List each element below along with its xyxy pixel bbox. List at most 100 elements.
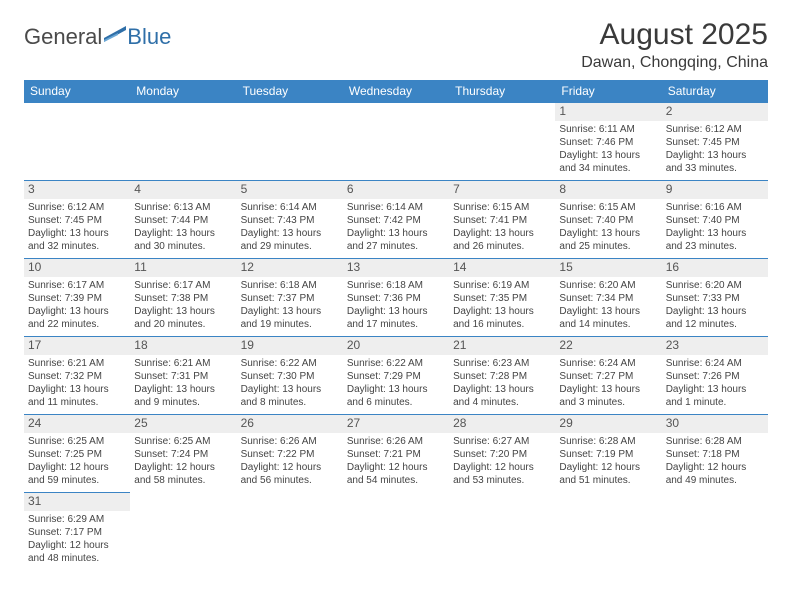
sunset-line: Sunset: 7:35 PM: [453, 292, 551, 305]
calendar-day-cell: 26 Sunrise: 6:26 AMSunset: 7:22 PMDayligh…: [237, 415, 343, 493]
sunrise-line: Sunrise: 6:26 AM: [241, 435, 339, 448]
day-number: 3: [24, 181, 130, 199]
sunset-line: Sunset: 7:31 PM: [134, 370, 232, 383]
calendar-day-cell: 31Sunrise: 6:29 AMSunset: 7:17 PMDayligh…: [24, 493, 130, 571]
daylight-line: Daylight: 13 hours and 23 minutes.: [666, 227, 764, 253]
calendar-week-row: 17Sunrise: 6:21 AMSunset: 7:32 PMDayligh…: [24, 337, 768, 415]
sunset-line: Sunset: 7:43 PM: [241, 214, 339, 227]
sunset-line: Sunset: 7:44 PM: [134, 214, 232, 227]
calendar-day-cell: 8Sunrise: 6:15 AMSunset: 7:40 PMDaylight…: [555, 181, 661, 259]
sunrise-line: Sunrise: 6:16 AM: [666, 201, 764, 214]
calendar-empty-cell: [237, 493, 343, 571]
day-number: 14: [449, 259, 555, 277]
day-of-week-header: Saturday: [662, 80, 768, 103]
calendar-day-cell: 24Sunrise: 6:25 AMSunset: 7:25 PMDayligh…: [24, 415, 130, 493]
calendar-week-row: 10Sunrise: 6:17 AMSunset: 7:39 PMDayligh…: [24, 259, 768, 337]
day-number: 27: [343, 415, 449, 433]
daylight-line: Daylight: 13 hours and 9 minutes.: [134, 383, 232, 409]
daylight-line: Daylight: 13 hours and 12 minutes.: [666, 305, 764, 331]
daylight-line: Daylight: 13 hours and 11 minutes.: [28, 383, 126, 409]
daylight-line: Daylight: 13 hours and 4 minutes.: [453, 383, 551, 409]
sunrise-line: Sunrise: 6:20 AM: [666, 279, 764, 292]
calendar-empty-cell: [343, 493, 449, 571]
month-title: August 2025: [581, 18, 768, 52]
day-number: 22: [555, 337, 661, 355]
sunrise-line: Sunrise: 6:18 AM: [241, 279, 339, 292]
daylight-line: Daylight: 13 hours and 19 minutes.: [241, 305, 339, 331]
calendar-empty-cell: [130, 103, 236, 181]
sunset-line: Sunset: 7:22 PM: [241, 448, 339, 461]
daylight-line: Daylight: 13 hours and 29 minutes.: [241, 227, 339, 253]
calendar-week-row: 1Sunrise: 6:11 AMSunset: 7:46 PMDaylight…: [24, 103, 768, 181]
flag-icon: [104, 22, 126, 48]
sunset-line: Sunset: 7:40 PM: [666, 214, 764, 227]
calendar-empty-cell: [449, 493, 555, 571]
calendar-empty-cell: [662, 493, 768, 571]
sunset-line: Sunset: 7:36 PM: [347, 292, 445, 305]
day-number: 26: [237, 415, 343, 433]
daylight-line: Daylight: 12 hours and 48 minutes.: [28, 539, 126, 565]
sunset-line: Sunset: 7:28 PM: [453, 370, 551, 383]
day-number: 6: [343, 181, 449, 199]
sunset-line: Sunset: 7:30 PM: [241, 370, 339, 383]
sunset-line: Sunset: 7:39 PM: [28, 292, 126, 305]
calendar-body: 1Sunrise: 6:11 AMSunset: 7:46 PMDaylight…: [24, 103, 768, 571]
sunrise-line: Sunrise: 6:14 AM: [241, 201, 339, 214]
day-number: 2: [662, 103, 768, 121]
sunrise-line: Sunrise: 6:14 AM: [347, 201, 445, 214]
sunrise-line: Sunrise: 6:22 AM: [347, 357, 445, 370]
daylight-line: Daylight: 13 hours and 30 minutes.: [134, 227, 232, 253]
calendar-empty-cell: [449, 103, 555, 181]
day-of-week-header: Tuesday: [237, 80, 343, 103]
day-number: 10: [24, 259, 130, 277]
sunset-line: Sunset: 7:19 PM: [559, 448, 657, 461]
daylight-line: Daylight: 13 hours and 16 minutes.: [453, 305, 551, 331]
day-number: 19: [237, 337, 343, 355]
daylight-line: Daylight: 13 hours and 14 minutes.: [559, 305, 657, 331]
calendar-day-cell: 28Sunrise: 6:27 AMSunset: 7:20 PMDayligh…: [449, 415, 555, 493]
calendar-empty-cell: [130, 493, 236, 571]
calendar-empty-cell: [555, 493, 661, 571]
sunrise-line: Sunrise: 6:18 AM: [347, 279, 445, 292]
day-number: 23: [662, 337, 768, 355]
sunrise-line: Sunrise: 6:15 AM: [559, 201, 657, 214]
calendar-day-cell: 14Sunrise: 6:19 AMSunset: 7:35 PMDayligh…: [449, 259, 555, 337]
calendar-header-row: SundayMondayTuesdayWednesdayThursdayFrid…: [24, 80, 768, 103]
calendar-day-cell: 11Sunrise: 6:17 AMSunset: 7:38 PMDayligh…: [130, 259, 236, 337]
calendar-day-cell: 13Sunrise: 6:18 AMSunset: 7:36 PMDayligh…: [343, 259, 449, 337]
sunset-line: Sunset: 7:34 PM: [559, 292, 657, 305]
daylight-line: Daylight: 12 hours and 56 minutes.: [241, 461, 339, 487]
sunset-line: Sunset: 7:45 PM: [28, 214, 126, 227]
title-block: August 2025 Dawan, Chongqing, China: [581, 18, 768, 72]
calendar-day-cell: 16Sunrise: 6:20 AMSunset: 7:33 PMDayligh…: [662, 259, 768, 337]
calendar-week-row: 31Sunrise: 6:29 AMSunset: 7:17 PMDayligh…: [24, 493, 768, 571]
sunrise-line: Sunrise: 6:25 AM: [134, 435, 232, 448]
calendar-day-cell: 5 Sunrise: 6:14 AMSunset: 7:43 PMDaylight…: [237, 181, 343, 259]
brand-part2: Blue: [127, 24, 171, 50]
sunset-line: Sunset: 7:38 PM: [134, 292, 232, 305]
calendar-day-cell: 10Sunrise: 6:17 AMSunset: 7:39 PMDayligh…: [24, 259, 130, 337]
sunset-line: Sunset: 7:41 PM: [453, 214, 551, 227]
sunrise-line: Sunrise: 6:20 AM: [559, 279, 657, 292]
daylight-line: Daylight: 12 hours and 53 minutes.: [453, 461, 551, 487]
sunrise-line: Sunrise: 6:27 AM: [453, 435, 551, 448]
calendar-day-cell: 27Sunrise: 6:26 AMSunset: 7:21 PMDayligh…: [343, 415, 449, 493]
daylight-line: Daylight: 13 hours and 26 minutes.: [453, 227, 551, 253]
day-of-week-header: Thursday: [449, 80, 555, 103]
sunset-line: Sunset: 7:32 PM: [28, 370, 126, 383]
calendar-day-cell: 30Sunrise: 6:28 AMSunset: 7:18 PMDayligh…: [662, 415, 768, 493]
sunrise-line: Sunrise: 6:28 AM: [559, 435, 657, 448]
day-number: 5: [237, 181, 343, 199]
sunset-line: Sunset: 7:21 PM: [347, 448, 445, 461]
calendar-day-cell: 3Sunrise: 6:12 AMSunset: 7:45 PMDaylight…: [24, 181, 130, 259]
calendar-day-cell: 2Sunrise: 6:12 AMSunset: 7:45 PMDaylight…: [662, 103, 768, 181]
calendar-day-cell: 9 Sunrise: 6:16 AMSunset: 7:40 PMDaylight…: [662, 181, 768, 259]
calendar-empty-cell: [24, 103, 130, 181]
calendar-day-cell: 4Sunrise: 6:13 AMSunset: 7:44 PMDaylight…: [130, 181, 236, 259]
calendar-day-cell: 17Sunrise: 6:21 AMSunset: 7:32 PMDayligh…: [24, 337, 130, 415]
sunset-line: Sunset: 7:45 PM: [666, 136, 764, 149]
sunrise-line: Sunrise: 6:21 AM: [134, 357, 232, 370]
day-of-week-header: Monday: [130, 80, 236, 103]
daylight-line: Daylight: 13 hours and 34 minutes.: [559, 149, 657, 175]
day-number: 9: [662, 181, 768, 199]
